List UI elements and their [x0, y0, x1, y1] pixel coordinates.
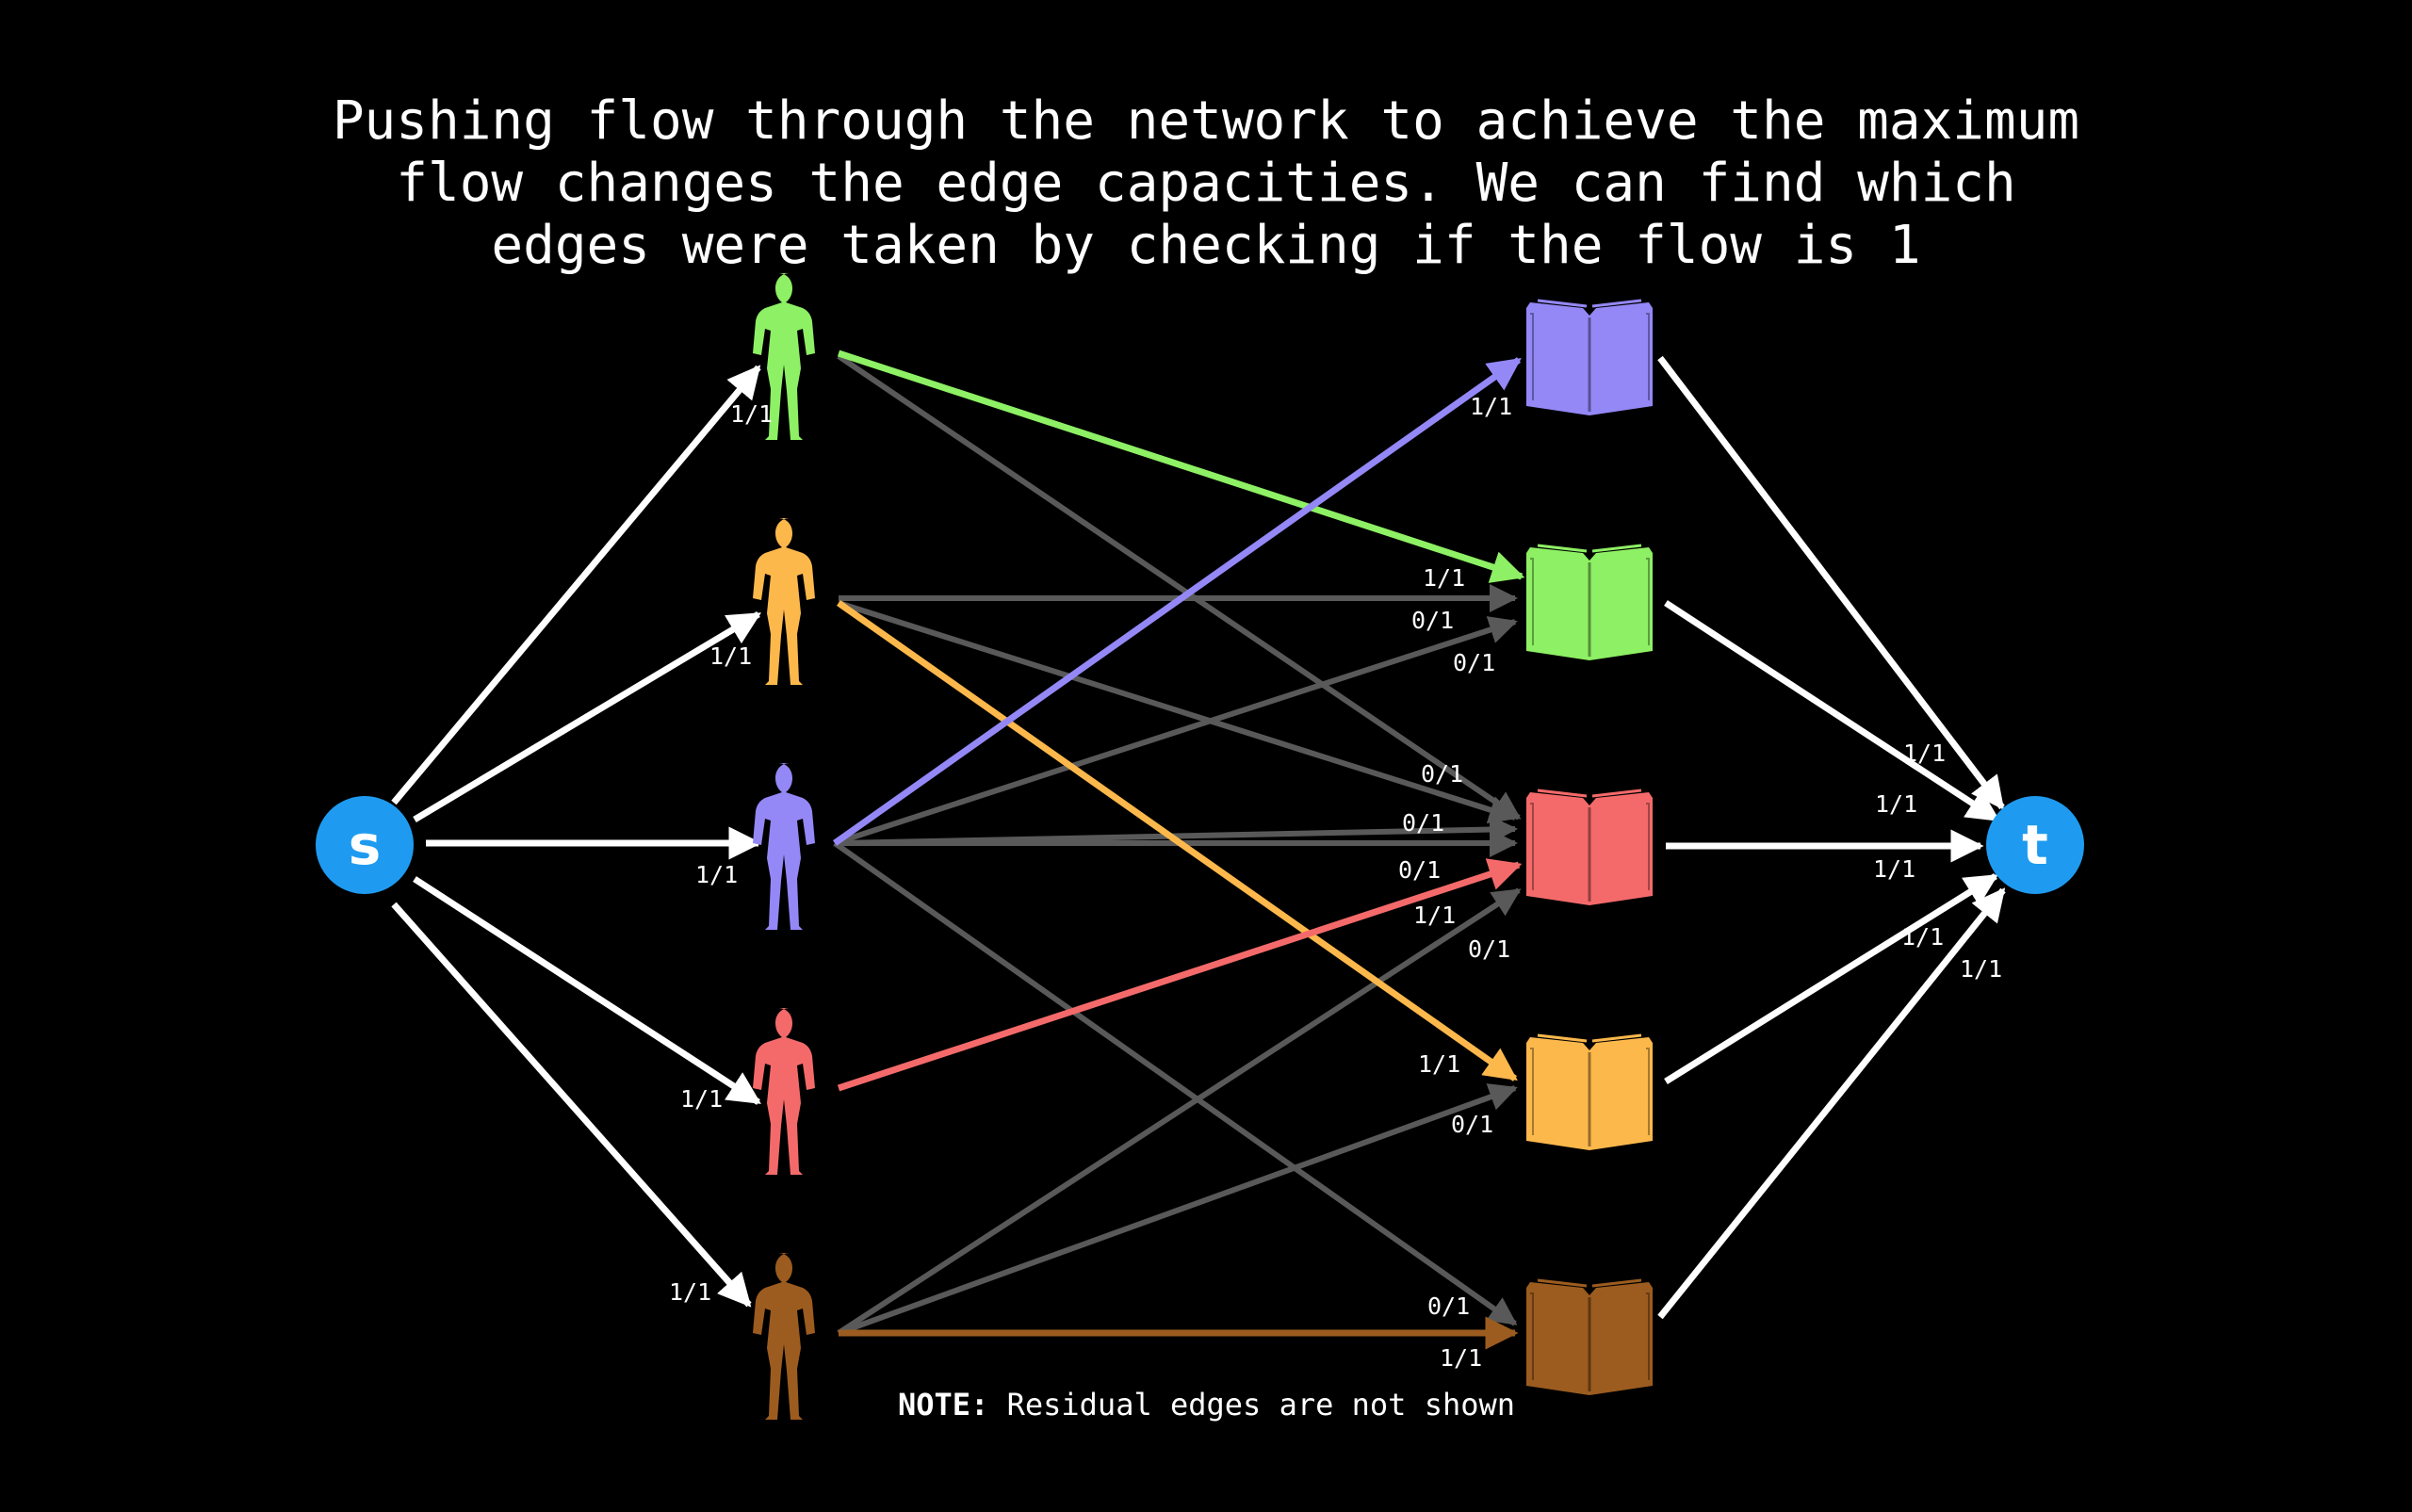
source-node: s — [316, 796, 414, 894]
orange-book-icon — [1524, 1033, 1654, 1152]
orange-person-icon — [753, 518, 815, 685]
note: NOTE: Residual edges are not shown — [898, 1387, 1515, 1423]
caption: Pushing flow through the network to achi… — [332, 90, 2080, 276]
edge-label-source-to-orange: 1/1 — [709, 642, 752, 670]
edge-label-orange-to-sink: 1/1 — [1901, 923, 1944, 951]
purple-book-icon — [1524, 299, 1654, 417]
edge-label-purple-to-green: 0/1 — [1453, 649, 1495, 676]
edge-orange-book-to-sink — [1664, 873, 1998, 1084]
edge-label-source-to-red: 1/1 — [680, 1085, 723, 1113]
edge-label-green-to-green: 1/1 — [1423, 564, 1465, 592]
edge-orange-person-to-red-book — [838, 600, 1518, 824]
edge-source-to-orange-person — [413, 610, 762, 823]
edge-source-to-red-person — [413, 876, 761, 1105]
edge-purple-person-to-purple-book — [832, 357, 1522, 846]
sink-node-label: t — [2022, 813, 2048, 877]
edge-label-red-to-sink: 1/1 — [1873, 855, 1915, 883]
edge-label-brown-to-orange: 0/1 — [1451, 1111, 1493, 1138]
edge-labels-layer: 1/1 0/1 0/1 1/1 1/1 0/1 0/1 0/1 1/1 0/1 0/1 1/1 0/1 1… — [669, 393, 2002, 1372]
edge-brown-person-to-red-book — [837, 887, 1522, 1336]
edge-source-to-brown-person — [391, 902, 752, 1308]
edge-red-person-to-red-book — [837, 858, 1523, 1092]
edge-green-person-to-green-book — [837, 350, 1525, 583]
edge-purple-person-to-brown-book — [833, 840, 1518, 1326]
edge-source-to-green-person — [391, 365, 761, 805]
edge-orange-person-to-orange-book — [836, 600, 1518, 1081]
edge-label-source-to-purple: 1/1 — [695, 861, 738, 888]
green-book-icon — [1524, 544, 1654, 662]
brown-book-icon — [1524, 1278, 1654, 1397]
used-edges-layer — [832, 350, 1525, 1350]
sink-node: t — [1986, 796, 2084, 894]
edge-label-orange-to-green: 0/1 — [1411, 607, 1454, 634]
note-text: Residual edges are not shown — [988, 1387, 1516, 1423]
edge-label-orange-to-orange: 1/1 — [1418, 1050, 1460, 1078]
edge-green-person-to-red-book — [837, 353, 1522, 821]
edge-label-purple-to-red: 0/1 — [1402, 809, 1444, 837]
red-book-icon — [1524, 789, 1654, 907]
edge-label-green-to-sink: 1/1 — [1875, 790, 1917, 818]
edge-label-brown-to-brown: 1/1 — [1440, 1344, 1482, 1372]
note-prefix: NOTE: — [898, 1387, 989, 1423]
edge-label-purple-to-brown: 0/1 — [1427, 1293, 1470, 1320]
edge-brown-person-to-orange-book — [837, 1083, 1518, 1336]
red-person-icon — [753, 1008, 815, 1175]
edge-label-purple-to-purple: 1/1 — [1470, 393, 1512, 420]
purple-person-icon — [753, 763, 815, 930]
source-sink-edges-layer — [391, 355, 2006, 1320]
source-node-label: s — [349, 813, 382, 877]
edge-brown-book-to-sink — [1657, 887, 2006, 1320]
edge-red-person-to-red-book — [838, 815, 1518, 846]
brown-person-icon — [753, 1253, 815, 1420]
edge-green-book-to-sink — [1664, 600, 2000, 822]
edge-label-source-to-brown: 1/1 — [669, 1278, 711, 1306]
edge-label-brown-to-sink: 1/1 — [1960, 955, 2002, 983]
edge-label-orange-to-red: 0/1 — [1421, 760, 1463, 788]
edge-label-source-to-green: 1/1 — [730, 400, 773, 428]
edge-purple-book-to-sink — [1657, 355, 2005, 810]
edge-purple-person-to-green-book — [834, 616, 1518, 846]
edge-label-brown-to-red: 0/1 — [1468, 935, 1510, 963]
edge-label-red-to-red: 1/1 — [1413, 902, 1456, 929]
edge-label-red-to-red: 0/1 — [1398, 856, 1441, 884]
edge-label-purple-to-sink: 1/1 — [1903, 740, 1946, 767]
